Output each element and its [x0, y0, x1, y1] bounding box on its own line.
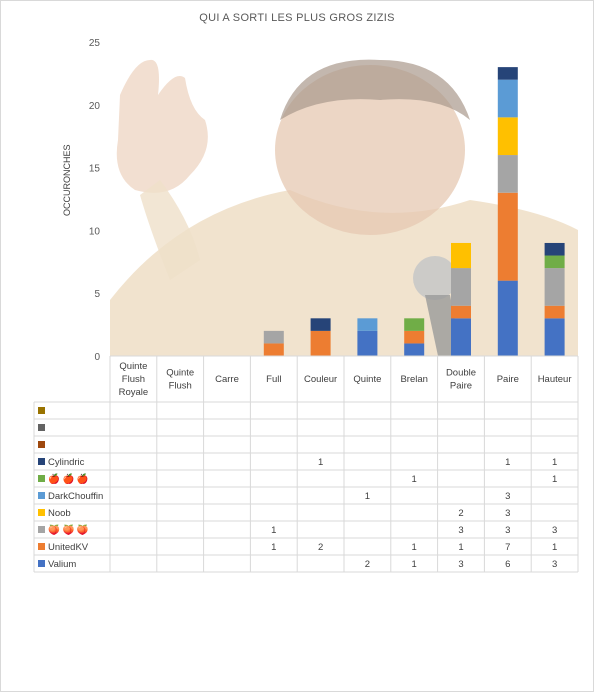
legend-series-name: Noob: [48, 508, 71, 519]
legend-key: [38, 424, 45, 431]
table-value: 2: [458, 508, 463, 519]
bar-segment: [497, 155, 518, 193]
table-value: 2: [365, 559, 370, 570]
category-label: Couleur: [304, 374, 337, 385]
table-value: 2: [318, 542, 323, 553]
bar-segment: [544, 305, 565, 319]
bar-segment: [451, 318, 471, 356]
table-value: 1: [552, 542, 557, 553]
bar-segment: [544, 255, 565, 269]
legend-key: [38, 441, 45, 448]
legend-key: [38, 526, 45, 533]
table-value: 1: [412, 542, 417, 553]
category-label: Hauteur: [538, 374, 572, 385]
bar-segment: [497, 79, 518, 118]
y-tick-label: 10: [89, 226, 101, 237]
legend-key: [38, 492, 45, 499]
table-value: 1: [412, 559, 417, 570]
table-value: 1: [271, 542, 276, 553]
bar-segment: [263, 343, 284, 356]
category-label: Brelan: [400, 374, 427, 385]
bar-segment: [310, 318, 331, 331]
table-value: 3: [505, 508, 510, 519]
bar-segment: [451, 268, 471, 306]
bar-segment: [451, 305, 471, 319]
category-label: Paire: [450, 381, 472, 392]
bar-segment: [451, 242, 471, 269]
category-label: Quinte: [119, 361, 147, 372]
table-value: 3: [552, 525, 557, 536]
table-value: 1: [365, 491, 370, 502]
legend-series-name: 🍎 🍎 🍎: [48, 473, 89, 485]
legend-series-name: Cylindric: [48, 457, 85, 468]
category-label: Quinte: [353, 374, 381, 385]
table-value: 1: [412, 474, 417, 485]
y-tick-label: 5: [94, 289, 100, 300]
bar-segment: [497, 192, 518, 281]
chart-title: QUI A SORTI LES PLUS GROS ZIZIS: [199, 12, 395, 24]
bars-layer: [263, 67, 565, 356]
legend-key: [38, 458, 45, 465]
table-value: 1: [271, 525, 276, 536]
category-label: Quinte: [166, 368, 194, 379]
legend-key: [38, 407, 45, 414]
bar-segment: [263, 330, 284, 344]
legend-key: [38, 560, 45, 567]
legend-series-name: UnitedKV: [48, 542, 89, 553]
table-value: 3: [458, 559, 463, 570]
legend-key: [38, 543, 45, 550]
chart-axes: 0 5 10 15 20 25: [89, 38, 101, 363]
bar-segment: [544, 268, 565, 306]
table-value: 1: [552, 457, 557, 468]
table-value: 3: [505, 525, 510, 536]
category-label: Royale: [119, 387, 149, 398]
category-label: Paire: [497, 374, 519, 385]
bar-segment: [544, 242, 565, 256]
legend-key: [38, 475, 45, 482]
y-tick-label: 0: [94, 352, 100, 363]
legend-key: [38, 509, 45, 516]
table-value: 1: [318, 457, 323, 468]
legend-series-name: DarkChouffin: [48, 491, 103, 502]
y-tick-label: 20: [89, 101, 101, 112]
category-label: Carre: [215, 374, 239, 385]
legend-series-name: 🍑 🍑 🍑: [48, 524, 89, 536]
table-value: 3: [458, 525, 463, 536]
table-value: 1: [552, 474, 557, 485]
table-value: 3: [552, 559, 557, 570]
category-label: Double: [446, 368, 476, 379]
table-value: 3: [505, 491, 510, 502]
y-tick-label: 25: [89, 38, 101, 49]
bar-segment: [544, 318, 565, 356]
legend-series-name: Valium: [48, 559, 76, 570]
table-value: 7: [505, 542, 510, 553]
bar-segment: [404, 330, 425, 344]
bar-segment: [497, 117, 518, 156]
bar-segment: [357, 330, 378, 356]
table-value: 1: [458, 542, 463, 553]
bar-segment: [404, 343, 425, 356]
y-axis-label: OCCURONCHES: [62, 144, 72, 216]
y-tick-label: 15: [89, 164, 101, 175]
table-value: 1: [505, 457, 510, 468]
category-label: Flush: [169, 381, 192, 392]
bar-segment: [497, 67, 518, 80]
data-table: Quinte Flush Royale Quinte Flush Carre Full Cou…: [33, 355, 579, 573]
bar-segment: [404, 318, 425, 331]
bar-segment: [357, 318, 378, 331]
bar-segment: [497, 280, 518, 356]
category-label: Flush: [122, 374, 145, 385]
table-value: 6: [505, 559, 510, 570]
category-label: Full: [266, 374, 281, 385]
bar-segment: [310, 330, 331, 356]
